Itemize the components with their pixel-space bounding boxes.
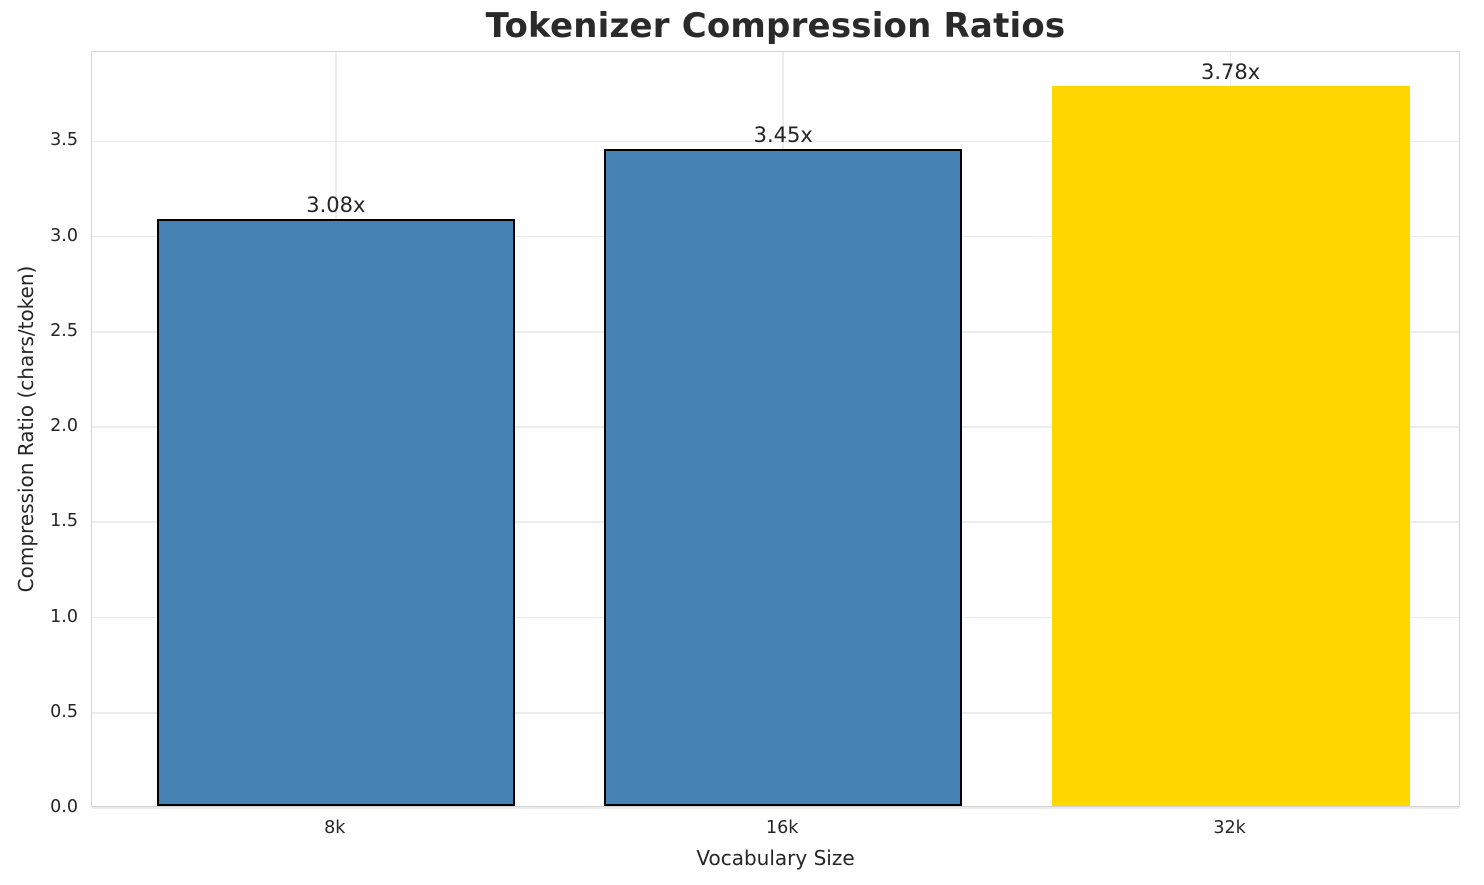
y-tick-label: 0.0 <box>50 797 78 817</box>
x-tick-label: 32k <box>1213 818 1246 838</box>
gridline-horizontal <box>92 140 1459 143</box>
bar-value-label: 3.45x <box>753 122 813 147</box>
bar <box>604 148 963 806</box>
bar-value-label: 3.78x <box>1201 60 1261 84</box>
chart-title: Tokenizer Compression Ratios <box>485 6 1066 46</box>
bar <box>156 219 515 806</box>
y-tick-label: 3.0 <box>50 225 78 246</box>
y-tick-label: 3.5 <box>50 130 78 151</box>
y-tick-label: 0.5 <box>50 701 78 722</box>
x-axis-label: Vocabulary Size <box>696 846 855 870</box>
y-tick-label: 2.5 <box>50 320 78 341</box>
bar <box>1051 86 1410 806</box>
y-tick-label: 2.0 <box>50 416 78 437</box>
x-tick-label: 8k <box>324 818 346 838</box>
gridline-horizontal <box>92 807 1459 809</box>
bar-value-label: 3.08x <box>306 193 366 218</box>
plot-area: 3.08x 3.45x 3.78x <box>91 51 1460 809</box>
y-tick-label: 1.5 <box>50 511 78 532</box>
x-tick-label: 16k <box>766 818 799 838</box>
y-tick-label: 1.0 <box>50 606 78 627</box>
